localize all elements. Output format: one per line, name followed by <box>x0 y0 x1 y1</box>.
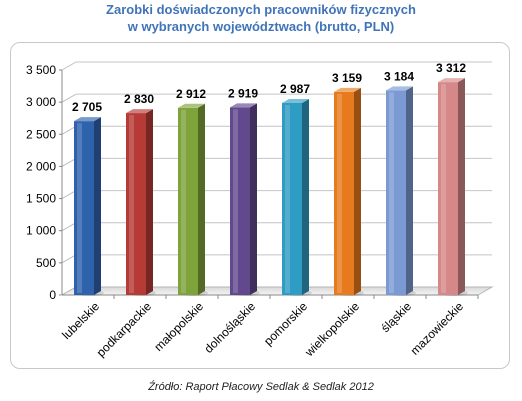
x-tick-label: wielkopolskie <box>302 299 363 360</box>
value-label: 2 830 <box>124 92 154 106</box>
bar-highlight <box>337 93 342 294</box>
value-label: 2 705 <box>72 100 102 114</box>
bar-highlight <box>181 109 186 293</box>
bar-top-podkarpackie <box>126 109 153 114</box>
y-tick-label: 1 000 <box>26 224 56 238</box>
bar-side-dolnośląskie <box>250 103 257 295</box>
source-note: Źródło: Raport Płacowy Sedlak & Sedlak 2… <box>148 381 374 393</box>
bar-highlight <box>441 84 446 293</box>
bar-top-małopolskie <box>178 103 205 108</box>
bar-side-małopolskie <box>198 103 205 295</box>
value-label: 3 159 <box>332 71 362 85</box>
gridline-side <box>61 125 77 135</box>
bar-highlight <box>77 123 82 293</box>
value-label: 2 987 <box>280 82 310 96</box>
bar-wielkopolskie <box>334 91 354 296</box>
bar-top-dolnośląskie <box>230 103 257 108</box>
bar-top-lubelskie <box>74 117 101 122</box>
bar-side-pomorskie <box>302 98 309 295</box>
y-tick-label: 3 000 <box>26 95 56 109</box>
chart-title-line-1: Zarobki doświadczonych pracowników fizyc… <box>106 2 416 17</box>
bar-pomorskie <box>282 102 302 295</box>
gridline-side <box>61 61 77 71</box>
x-tick-label: dolnośląskie <box>202 299 259 356</box>
value-label: 2 912 <box>176 87 206 101</box>
chart-title: Zarobki doświadczonych pracowników fizyc… <box>0 1 522 35</box>
chart-title-line-2: w wybranych województwach (brutto, PLN) <box>127 19 395 34</box>
bar-side-lubelskie <box>94 117 101 295</box>
bar-mazowieckie <box>438 82 458 295</box>
y-tick-label: 0 <box>49 288 56 302</box>
gridline-side <box>61 93 77 103</box>
x-tick-label: śląskie <box>378 299 414 335</box>
y-tick-label: 2 000 <box>26 159 56 173</box>
gridline-side <box>61 157 77 167</box>
bar-śląskie <box>386 90 406 295</box>
bar-podkarpackie <box>126 113 146 295</box>
bar-highlight <box>233 109 238 293</box>
bar-dolnośląskie <box>230 107 250 295</box>
x-tick-label: małopolskie <box>151 299 206 354</box>
bar-highlight <box>389 92 394 293</box>
bar-side-mazowieckie <box>458 78 465 295</box>
bar-top-mazowieckie <box>438 78 465 83</box>
x-tick-label: podkarpackie <box>94 299 155 360</box>
bar-lubelskie <box>74 121 94 295</box>
bar-highlight <box>129 115 134 293</box>
y-tick-label: 1 500 <box>26 192 56 206</box>
gridline-side <box>61 222 77 232</box>
y-tick-label: 2 500 <box>26 127 56 141</box>
value-label: 3 312 <box>436 61 466 75</box>
y-tick-label: 3 500 <box>26 63 56 77</box>
bar-side-śląskie <box>406 86 413 295</box>
gridline-side <box>61 254 77 264</box>
value-label: 2 919 <box>228 86 258 100</box>
bar-side-podkarpackie <box>146 109 153 295</box>
bar-top-wielkopolskie <box>334 87 361 92</box>
bar-highlight <box>285 104 290 293</box>
y-tick-label: 500 <box>36 256 56 270</box>
bar-top-pomorskie <box>282 98 309 103</box>
bar-side-wielkopolskie <box>354 87 361 296</box>
bar-top-śląskie <box>386 86 413 91</box>
x-tick-label: pomorskie <box>261 299 310 348</box>
bar-małopolskie <box>178 107 198 295</box>
x-tick-label: lubelskie <box>59 299 102 342</box>
x-tick-label: mazowieckie <box>408 299 467 358</box>
gridline-side <box>61 190 77 200</box>
value-label: 3 184 <box>384 69 414 83</box>
